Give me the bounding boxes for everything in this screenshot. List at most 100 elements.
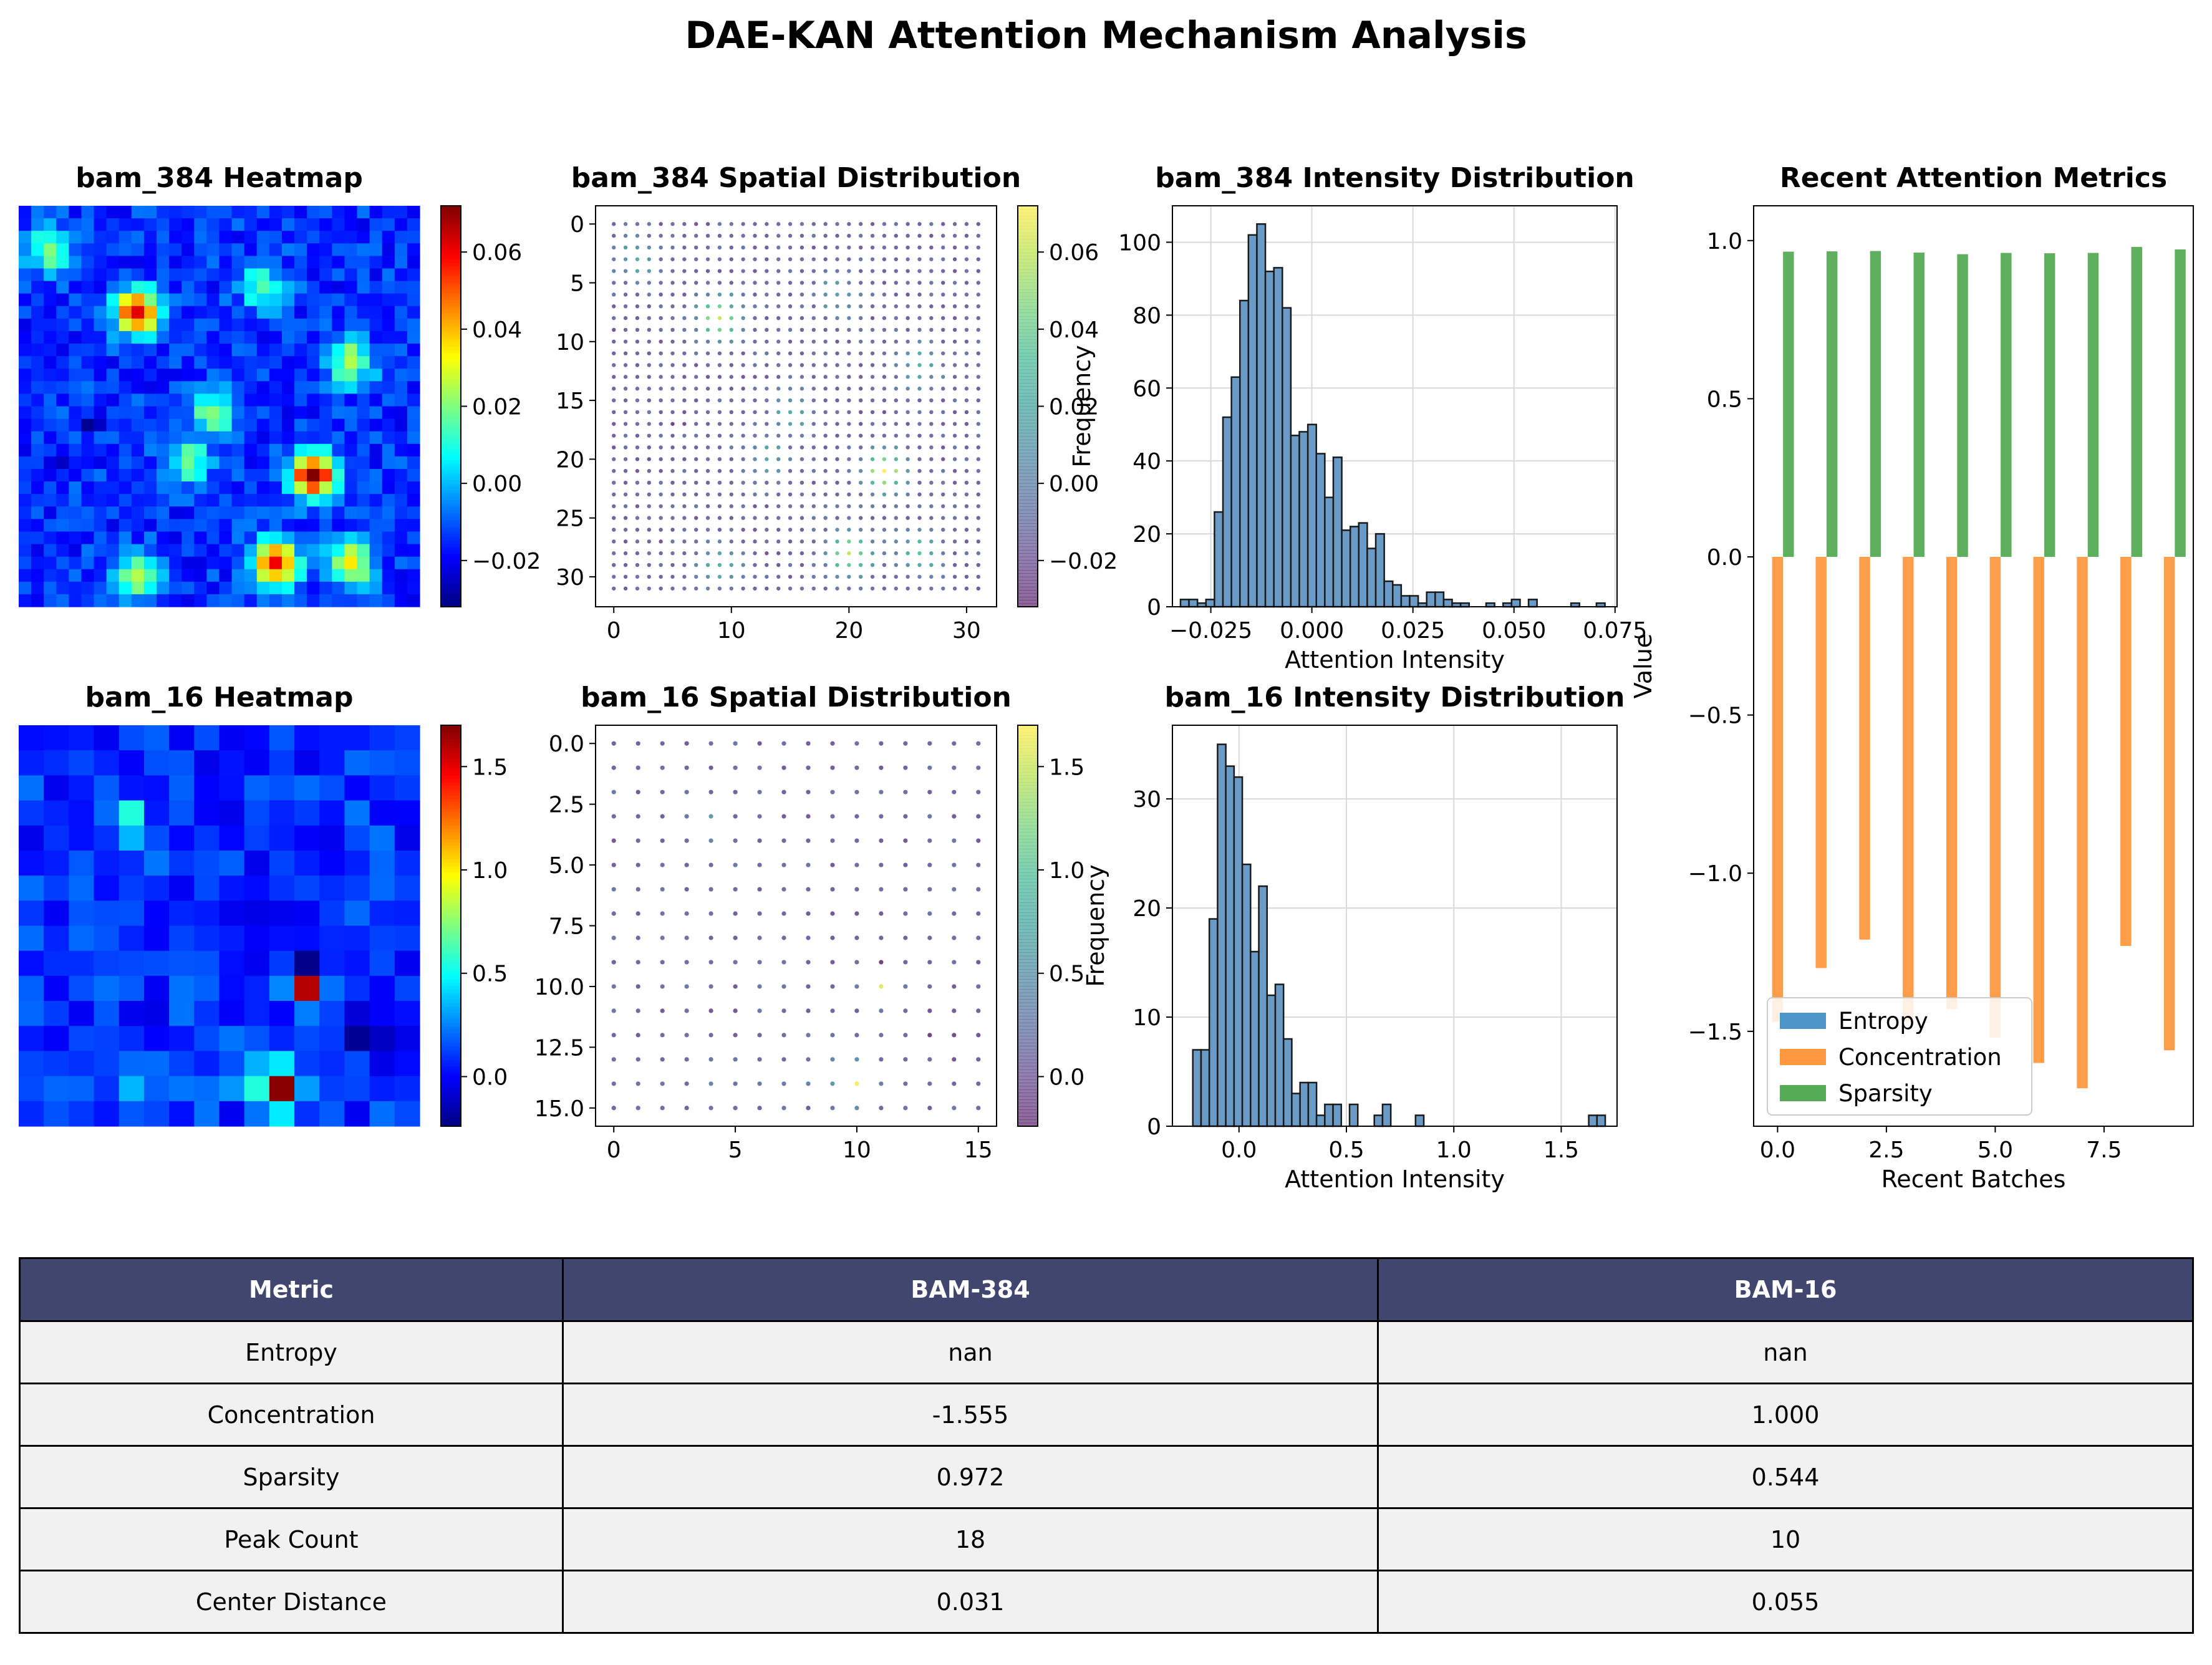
scatter-point [776, 480, 781, 485]
heatmap-cell [256, 256, 270, 269]
colorbar-segment [1018, 503, 1038, 507]
heatmap-cell [206, 494, 220, 507]
heatmap-cell [219, 556, 233, 570]
scatter-point [705, 233, 710, 238]
colorbar-segment [441, 539, 461, 544]
heatmap-cell [219, 519, 233, 533]
heatmap-cell [369, 256, 383, 269]
heatmap-cell [94, 431, 107, 445]
scatter-point [859, 574, 863, 579]
colorbar-segment [441, 1056, 461, 1060]
scatter-point [705, 339, 710, 344]
heatmap-cell [44, 231, 57, 244]
histogram-bar [1414, 1114, 1425, 1127]
heatmap-cell [19, 318, 32, 332]
heatmap-cell [31, 306, 44, 319]
heatmap-cell [382, 418, 395, 432]
scatter-point [799, 457, 804, 461]
heatmap-cell [118, 925, 145, 952]
heatmap-cell [44, 775, 69, 801]
heatmap-cell [157, 231, 170, 244]
heatmap-cell [344, 506, 358, 519]
heatmap-cell [69, 206, 82, 219]
scatter-point [823, 433, 828, 438]
scatter-point [835, 574, 839, 579]
scatter-point [835, 222, 839, 226]
heatmap-cell [94, 481, 107, 495]
scatter-point [776, 281, 781, 285]
heatmap-cell [344, 206, 358, 219]
scatter-point [859, 292, 863, 297]
scatter-point [612, 480, 616, 485]
colorbar-segment [1018, 798, 1038, 803]
scatter-point [765, 339, 769, 344]
heatmap-cell [319, 418, 332, 432]
scatter-point [776, 233, 781, 238]
heatmap-cell [106, 243, 120, 256]
heatmap-cell [169, 825, 195, 851]
colorbar-segment [441, 486, 461, 491]
scatter-point [941, 574, 945, 579]
colorbar-segment [441, 979, 461, 983]
heatmap-cell [231, 531, 245, 545]
scatter-point [879, 1033, 884, 1038]
heatmap-cell [131, 406, 145, 420]
heatmap-cell [157, 581, 170, 595]
heatmap-cell [94, 369, 107, 382]
scatter-point [976, 269, 980, 273]
metric-bar [2120, 557, 2132, 946]
heatmap-cell [332, 431, 345, 445]
scatter-point [659, 445, 663, 450]
heatmap-cell [269, 494, 283, 507]
scatter-point [612, 281, 616, 285]
heatmap-cell [169, 850, 195, 876]
heatmap-cell [194, 406, 208, 420]
scatter-point [906, 398, 910, 403]
heatmap-cell [44, 975, 69, 1001]
heatmap-cell [44, 544, 57, 557]
scatter-point [917, 222, 922, 226]
scatter-point [684, 814, 689, 819]
scatter-point [647, 480, 651, 485]
heatmap-cell [407, 331, 420, 344]
heatmap-cell [118, 268, 132, 282]
heatmap-cell [319, 281, 332, 294]
heatmap-cell [44, 356, 57, 369]
histogram-bar [1349, 526, 1360, 608]
heatmap-cell [219, 876, 245, 901]
heatmap-cell [369, 281, 383, 294]
heatmap-cell [244, 1051, 270, 1077]
scatter-point [635, 562, 640, 567]
heatmap-cell [194, 344, 208, 357]
scatter-point [708, 814, 713, 819]
heatmap-cell [169, 306, 182, 319]
heatmap-cell [143, 544, 157, 557]
scatter-point [670, 363, 675, 367]
scatter-point [917, 281, 922, 285]
heatmap-cell [81, 356, 95, 369]
x-tick-label: 1.5 [1543, 1137, 1579, 1163]
heatmap-cell [231, 481, 245, 495]
scatter-point [806, 887, 811, 892]
heat16-cells [19, 725, 420, 1127]
heatmap-cell [231, 318, 245, 332]
heatmap-cell [131, 594, 145, 607]
scatter-point [811, 245, 816, 250]
scatter-point [906, 387, 910, 391]
heatmap-cell [169, 1076, 195, 1102]
scatter-point [835, 528, 839, 532]
scatter-point [612, 269, 616, 273]
colorbar-segment [441, 396, 461, 400]
colorbar-segment [1018, 566, 1038, 571]
scatter-point [941, 363, 945, 367]
histogram-bar [1258, 885, 1268, 1127]
colorbar-segment [1018, 939, 1038, 943]
scatter-point [623, 539, 628, 544]
scatter-point [952, 862, 957, 867]
heatmap-cell [219, 1051, 245, 1077]
heatmap-cell [307, 393, 320, 407]
heatmap-cell [169, 256, 182, 269]
heatmap-cell [256, 544, 270, 557]
scatter-point [682, 480, 687, 485]
colorbar-segment [1018, 849, 1038, 853]
